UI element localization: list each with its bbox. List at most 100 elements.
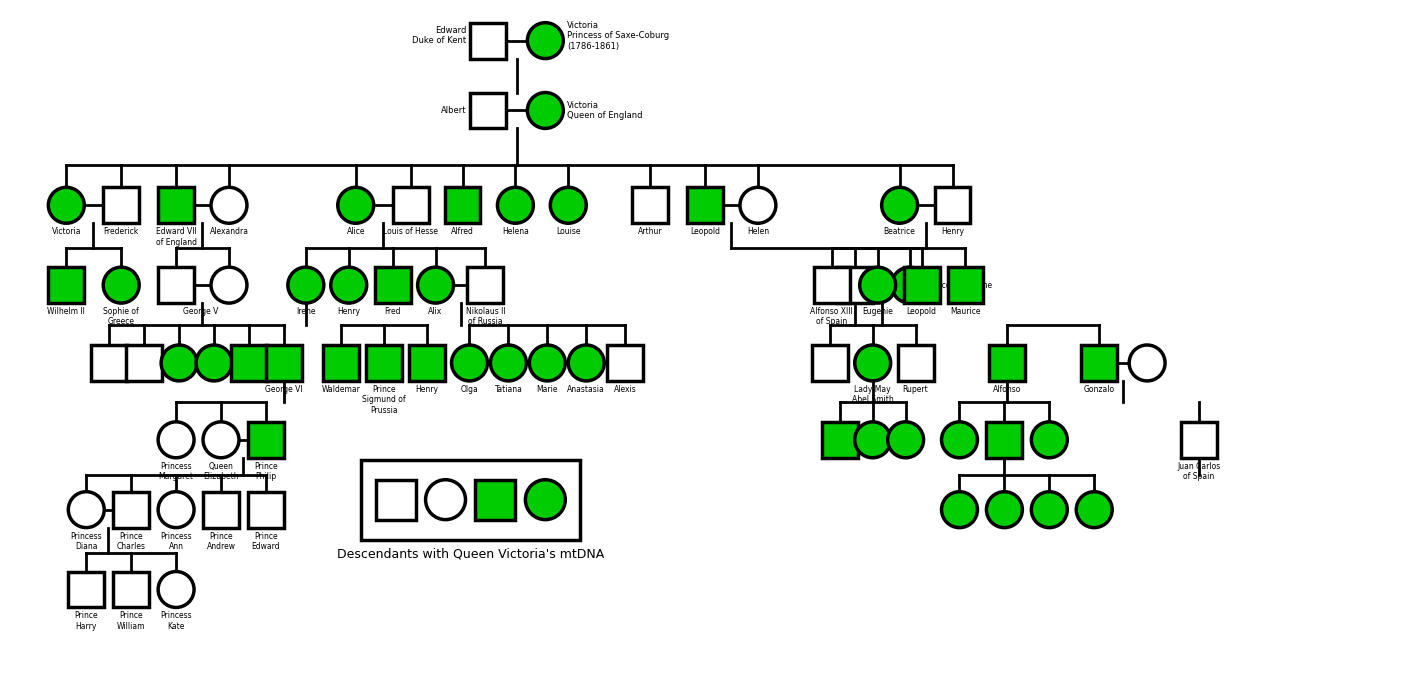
Circle shape [211, 267, 247, 303]
Circle shape [418, 267, 453, 303]
Bar [158, 267, 194, 303]
Text: Prince
Edward: Prince Edward [252, 532, 281, 551]
Circle shape [986, 492, 1022, 528]
Circle shape [859, 267, 896, 303]
Bar [376, 480, 416, 519]
Circle shape [211, 187, 247, 223]
Circle shape [161, 345, 197, 381]
Text: Victoria
Queen of England: Victoria Queen of England [567, 101, 643, 120]
Circle shape [888, 422, 923, 458]
Text: Alix: Alix [429, 307, 443, 316]
Text: Rupert: Rupert [902, 385, 929, 394]
Text: George V: George V [184, 307, 218, 316]
Text: Tatiana: Tatiana [494, 385, 523, 394]
Text: Maurice: Maurice [950, 307, 980, 316]
Bar [989, 345, 1026, 381]
Text: Marie: Marie [537, 385, 559, 394]
Circle shape [1129, 345, 1166, 381]
Circle shape [942, 422, 978, 458]
Circle shape [1076, 492, 1112, 528]
Circle shape [855, 345, 891, 381]
Circle shape [331, 267, 366, 303]
Bar [266, 345, 302, 381]
Circle shape [526, 480, 566, 519]
Circle shape [288, 267, 323, 303]
Bar [113, 492, 150, 528]
Text: Irene: Irene [296, 307, 315, 316]
Text: Henry: Henry [940, 227, 965, 236]
Bar [633, 187, 668, 223]
Text: Helen: Helen [747, 227, 770, 236]
Text: Waldemar: Waldemar [321, 385, 361, 394]
Text: Louise: Louise [556, 227, 580, 236]
Circle shape [490, 345, 526, 381]
Text: Prince
Harry: Prince Harry [74, 611, 98, 631]
Circle shape [48, 187, 84, 223]
Text: Henry: Henry [415, 385, 437, 394]
Bar [470, 23, 506, 58]
Circle shape [1032, 422, 1067, 458]
Text: Prince
Sigmund of
Prussia: Prince Sigmund of Prussia [362, 385, 406, 415]
Bar [935, 187, 970, 223]
Circle shape [158, 422, 194, 458]
Text: Helena: Helena [502, 227, 529, 236]
Bar [986, 422, 1022, 458]
Text: Juan Carlos
of Spain: Juan Carlos of Spain [1177, 462, 1221, 481]
Bar [113, 571, 150, 608]
Text: Eugenie: Eugenie [862, 307, 893, 316]
Bar [1082, 345, 1117, 381]
Text: Henry: Henry [338, 307, 361, 316]
Bar [822, 422, 858, 458]
Text: Fred: Fred [385, 307, 400, 316]
Text: Olga: Olga [460, 385, 479, 394]
Text: Victoria: Victoria [51, 227, 81, 236]
Circle shape [855, 422, 891, 458]
Bar [91, 345, 127, 381]
Circle shape [426, 480, 466, 519]
Bar [467, 267, 503, 303]
Circle shape [197, 345, 232, 381]
Text: Prince
Philip: Prince Philip [254, 462, 278, 481]
Circle shape [202, 422, 239, 458]
Text: Arthur: Arthur [638, 227, 663, 236]
Circle shape [68, 492, 104, 528]
Circle shape [338, 187, 373, 223]
Bar [409, 345, 445, 381]
Bar [158, 187, 194, 223]
Bar [248, 422, 284, 458]
Text: Alfonso: Alfonso [993, 385, 1022, 394]
Text: Edward VII
of England: Edward VII of England [155, 227, 197, 247]
Text: Wilhelm II: Wilhelm II [47, 307, 86, 316]
Text: Louis of Hesse: Louis of Hesse [383, 227, 437, 236]
Bar [470, 93, 506, 128]
Text: George VI: George VI [265, 385, 302, 394]
Circle shape [158, 492, 194, 528]
Text: Prince
Andrew: Prince Andrew [207, 532, 235, 551]
Text: Alfonso XIII
of Spain: Alfonso XIII of Spain [811, 307, 854, 327]
Bar [103, 187, 140, 223]
Text: Princess
Ann: Princess Ann [160, 532, 192, 551]
Bar [48, 267, 84, 303]
Text: Prince
William: Prince William [117, 611, 145, 631]
Bar [231, 345, 266, 381]
Circle shape [103, 267, 140, 303]
Bar [393, 187, 429, 223]
Bar [1181, 422, 1217, 458]
Text: Alexis: Alexis [614, 385, 637, 394]
Bar [248, 492, 284, 528]
Text: Alice: Alice [346, 227, 365, 236]
Bar [366, 345, 402, 381]
Circle shape [527, 93, 563, 128]
Bar [903, 267, 939, 303]
Text: Edward
Duke of Kent: Edward Duke of Kent [412, 26, 466, 45]
Text: Victoria
Princess of Saxe-Coburg
(1786-1861): Victoria Princess of Saxe-Coburg (1786-1… [567, 21, 670, 51]
Text: Gonzalo: Gonzalo [1083, 385, 1114, 394]
Text: Prince
Charles: Prince Charles [117, 532, 145, 551]
Bar [814, 267, 849, 303]
Text: Descendants with Queen Victoria's mtDNA: Descendants with Queen Victoria's mtDNA [336, 547, 604, 560]
Text: Nikolaus II
of Russia: Nikolaus II of Russia [466, 307, 506, 327]
Bar [836, 267, 872, 303]
Bar [607, 345, 643, 381]
Text: Princess
Margaret: Princess Margaret [158, 462, 194, 481]
Circle shape [942, 492, 978, 528]
